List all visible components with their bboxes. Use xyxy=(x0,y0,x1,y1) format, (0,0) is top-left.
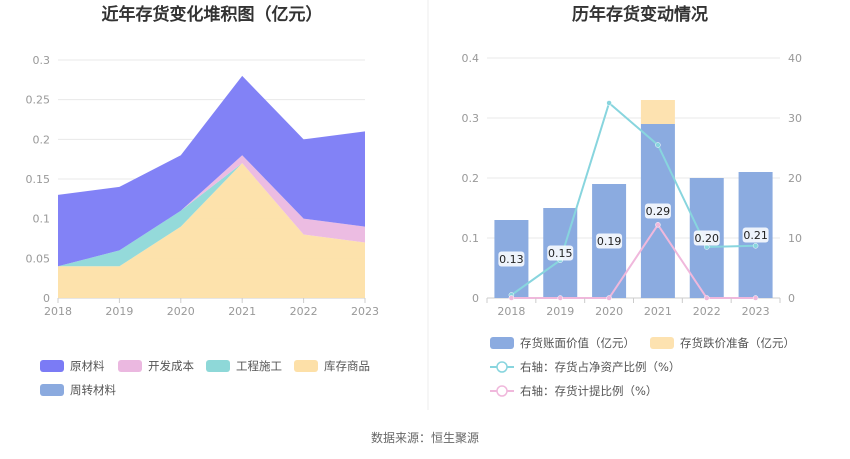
bar-data-label: 0.15 xyxy=(548,247,573,260)
right-x-tick-label: 2023 xyxy=(742,305,770,318)
left-legend-label: 库存商品 xyxy=(324,359,370,373)
right-y-tick-label-right: 30 xyxy=(788,112,802,125)
right-y-tick-label-left: 0 xyxy=(472,292,479,305)
right-line-point xyxy=(606,295,612,301)
left-x-ticks: 2018 2019 2020 2021 2022 2023 xyxy=(44,298,379,318)
right-lines xyxy=(508,100,759,301)
right-line-point xyxy=(606,100,612,106)
right-line-point xyxy=(752,243,759,249)
right-bars xyxy=(494,100,773,298)
bar-data-label: 0.19 xyxy=(597,235,622,248)
bar-data-label: 0.20 xyxy=(695,232,720,245)
left-x-tick-label: 2023 xyxy=(351,305,379,318)
right-line-point xyxy=(655,222,661,228)
left-y-tick-label: 0.1 xyxy=(33,213,51,226)
left-x-tick-label: 2021 xyxy=(228,305,256,318)
right-y-tick-label-right: 20 xyxy=(788,172,802,185)
right-y-ticks-right: 0 10 20 30 40 xyxy=(788,52,802,305)
bar-data-label-bg xyxy=(596,233,623,249)
bar-data-label-bg xyxy=(547,245,574,261)
right-x-tick-label: 2019 xyxy=(546,305,574,318)
right-x-tick-label: 2020 xyxy=(595,305,623,318)
left-area-series-0 xyxy=(58,163,365,298)
right-x-tick-label: 2018 xyxy=(497,305,525,318)
left-x-tick-label: 2022 xyxy=(290,305,318,318)
bar-data-label-bg xyxy=(644,203,671,219)
left-legend-label: 开发成本 xyxy=(148,359,194,373)
left-legend-label: 周转材料 xyxy=(70,383,116,397)
left-areas xyxy=(58,75,365,298)
right-line-point xyxy=(752,295,759,301)
left-y-tick-label: 0.15 xyxy=(26,173,51,186)
legend-swatch-book-value xyxy=(490,337,514,349)
right-y-ticks-left: 0 0.1 0.2 0.3 0.4 xyxy=(462,52,480,305)
bar-data-label: 0.13 xyxy=(499,253,524,266)
right-y-tick-label-right: 0 xyxy=(788,292,795,305)
inventory-stacked-area-chart: 近年存货变化堆积图（亿元） 0 0.05 0.1 0.15 0.2 0.25 0.3 201… xyxy=(26,4,380,397)
impairment-bar xyxy=(640,100,675,124)
bar-data-label-bg xyxy=(742,227,769,243)
right-x-tick-label: 2022 xyxy=(693,305,721,318)
legend-label-line: 右轴：存货占净资产比例（%） xyxy=(520,360,680,374)
right-chart-title: 历年存货变动情况 xyxy=(572,4,708,25)
right-x-tick-label: 2021 xyxy=(644,305,672,318)
right-y-tick-label-left: 0.4 xyxy=(462,52,480,65)
right-line-point xyxy=(655,142,661,148)
left-legend-label: 工程施工 xyxy=(236,359,282,373)
left-y-ticks: 0 0.05 0.1 0.15 0.2 0.25 0.3 xyxy=(26,54,51,305)
legend-label-impairment: 存货跌价准备（亿元） xyxy=(680,336,795,350)
left-x-tick-label: 2019 xyxy=(105,305,133,318)
left-y-tick-label: 0.2 xyxy=(33,133,51,146)
right-y-tick-label-right: 10 xyxy=(788,232,802,245)
left-area-series-1 xyxy=(58,163,365,267)
left-y-tick-label: 0 xyxy=(43,292,50,305)
left-x-tick-label: 2020 xyxy=(167,305,195,318)
data-source-label: 数据来源：恒生聚源 xyxy=(371,430,479,445)
left-legend-swatch xyxy=(206,360,230,372)
left-legend-swatch xyxy=(40,360,64,372)
right-line-point xyxy=(508,295,515,301)
right-y-tick-label-left: 0.3 xyxy=(462,112,480,125)
left-legend-swatch xyxy=(118,360,142,372)
inventory-change-bar-chart: 历年存货变动情况 0.13 0.150.190.290.20 0.21 00.10.… xyxy=(462,4,803,398)
left-x-tick-label: 2018 xyxy=(44,305,72,318)
right-line-point xyxy=(704,295,710,301)
left-area-series-3 xyxy=(58,75,365,267)
bar-data-label: 0.21 xyxy=(743,229,768,242)
left-legend-label: 原材料 xyxy=(70,359,105,373)
right-y-tick-label-left: 0.1 xyxy=(462,232,480,245)
legend-label-line: 右轴：存货计提比例（%） xyxy=(520,384,657,398)
bar-data-label: 0.29 xyxy=(646,205,671,218)
legend-line-marker xyxy=(496,361,508,373)
legend-line-marker xyxy=(496,385,508,397)
left-y-tick-label: 0.25 xyxy=(26,94,51,107)
right-line-point xyxy=(557,295,563,301)
left-legend-swatch xyxy=(294,360,318,372)
right-data-labels: 0.13 0.15 0.19 0.29 0.20 0.21 xyxy=(498,203,769,267)
bar-data-label-bg xyxy=(693,230,720,246)
left-y-tick-label: 0.05 xyxy=(26,252,51,265)
left-y-tick-label: 0.3 xyxy=(33,54,51,67)
right-y-tick-label-left: 0.2 xyxy=(462,172,480,185)
right-legend: 存货账面价值（亿元） 存货跌价准备（亿元）右轴：存货占净资产比例（%） 右轴：存货计… xyxy=(490,336,795,398)
right-x-ticks: 2018 2019 2020 2021 2022 2023 xyxy=(486,298,781,318)
left-legend-swatch xyxy=(40,384,64,396)
right-line-series-1 xyxy=(511,222,756,299)
legend-label-book-value: 存货账面价值（亿元） xyxy=(520,336,635,350)
bar-data-label-bg xyxy=(498,251,525,267)
right-line-series-0 xyxy=(510,101,756,296)
legend-swatch-impairment xyxy=(650,337,674,349)
left-chart-title: 近年存货变化堆积图（亿元） xyxy=(102,4,323,25)
right-y-tick-label-right: 40 xyxy=(788,52,802,65)
